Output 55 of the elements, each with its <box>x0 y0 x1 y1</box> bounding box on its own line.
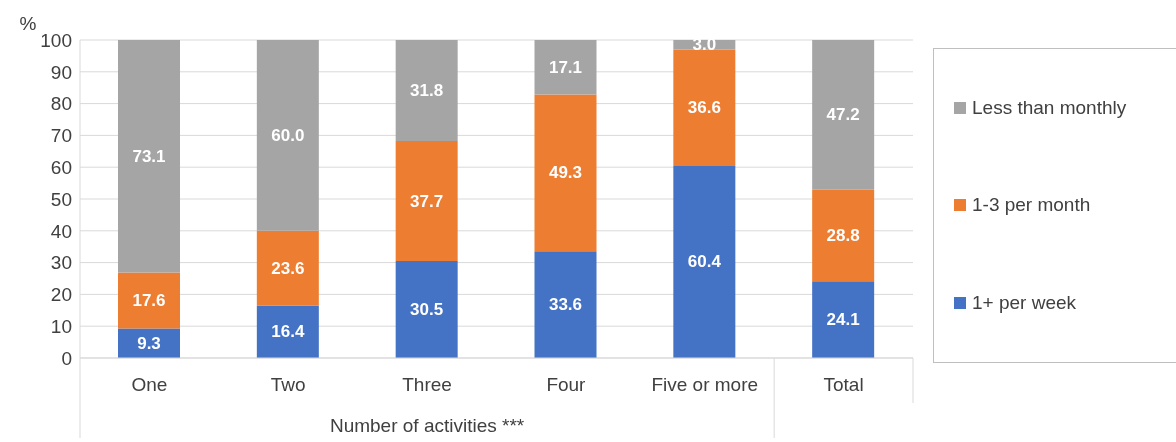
data-label: 47.2 <box>826 105 860 125</box>
data-label: 31.8 <box>410 81 444 101</box>
bar <box>673 165 736 358</box>
x-tick-label: Four <box>546 374 587 396</box>
y-tick-label: 30 <box>50 252 72 274</box>
data-label: 17.1 <box>548 57 583 77</box>
bar <box>118 40 180 273</box>
data-label: 33.6 <box>548 295 583 315</box>
y-tick-label: 80 <box>50 93 72 115</box>
y-tick-label: 60 <box>50 156 72 178</box>
bar <box>534 94 597 252</box>
y-tick-label: 10 <box>50 315 72 337</box>
y-tick-label: 40 <box>50 220 72 242</box>
y-tick-label: 0 <box>61 347 72 369</box>
bar <box>812 189 875 282</box>
data-label: 28.8 <box>826 226 860 246</box>
bar <box>395 261 458 358</box>
x-axis-title: Number of activities *** <box>329 415 525 436</box>
x-tick-label: Five or more <box>651 374 759 396</box>
bar <box>673 49 736 166</box>
data-label: 60.0 <box>271 125 305 145</box>
bar <box>256 230 319 306</box>
data-label: 30.5 <box>410 300 444 320</box>
legend-label: Less than monthly <box>972 96 1127 119</box>
legend-label: 1+ per week <box>972 292 1077 315</box>
bar <box>812 40 875 190</box>
x-tick-label: Total <box>823 374 864 396</box>
data-label: 49.3 <box>548 163 583 183</box>
bar <box>534 251 597 358</box>
bar <box>534 40 597 95</box>
data-label: 24.1 <box>826 310 860 330</box>
bar <box>118 272 180 329</box>
data-label: 36.6 <box>687 98 721 118</box>
x-tick-label: Three <box>402 374 452 396</box>
x-tick-label: Two <box>270 374 306 396</box>
y-tick-label: 100 <box>40 29 72 51</box>
y-axis-title: % <box>19 13 37 34</box>
x-tick-label: One <box>131 374 168 396</box>
bar <box>812 281 875 358</box>
bar <box>256 40 319 231</box>
data-label: 60.4 <box>687 252 722 272</box>
bar <box>256 305 319 358</box>
data-label: 23.6 <box>271 258 305 278</box>
bar <box>395 141 458 262</box>
y-tick-label: 90 <box>50 61 72 83</box>
data-label: 9.3 <box>137 333 161 353</box>
data-label: 16.4 <box>271 322 305 342</box>
y-tick-label: 20 <box>50 284 72 306</box>
data-label: 73.1 <box>132 146 166 166</box>
legend-label: 1-3 per month <box>972 194 1091 217</box>
bar <box>395 40 458 142</box>
data-label: 37.7 <box>410 191 444 211</box>
y-tick-label: 50 <box>50 188 72 210</box>
y-tick-label: 70 <box>50 125 72 147</box>
data-label: 17.6 <box>132 290 166 310</box>
